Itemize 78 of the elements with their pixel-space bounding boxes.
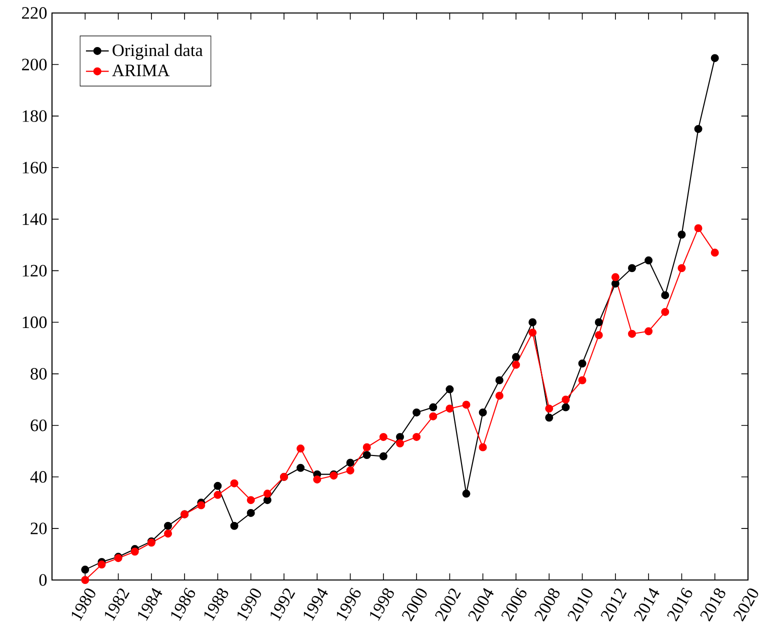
point	[678, 230, 686, 239]
point	[694, 224, 702, 232]
point	[164, 522, 172, 530]
point	[628, 330, 636, 338]
point	[263, 496, 272, 504]
point	[562, 396, 570, 404]
y-tick-label: 20	[30, 522, 47, 534]
point	[578, 359, 586, 368]
point	[98, 560, 106, 569]
point	[313, 475, 322, 484]
y-tick-label: 0	[39, 574, 47, 586]
point	[678, 264, 686, 272]
point	[429, 412, 438, 420]
point	[164, 530, 172, 538]
point	[528, 318, 537, 326]
point	[495, 392, 504, 400]
point	[694, 124, 702, 133]
point	[611, 280, 620, 288]
point	[462, 490, 470, 498]
point	[346, 458, 354, 467]
point	[495, 376, 504, 384]
point	[362, 450, 371, 459]
y-tick-label: 160	[22, 162, 47, 174]
point	[296, 444, 305, 453]
y-tick-label: 200	[22, 58, 47, 70]
point	[246, 508, 255, 517]
point	[246, 496, 255, 504]
y-tick-label: 80	[30, 368, 47, 380]
y-tick-label: 40	[30, 471, 47, 483]
point	[379, 432, 388, 441]
point	[562, 403, 570, 412]
point	[594, 331, 603, 340]
point	[545, 414, 554, 422]
point	[710, 54, 719, 62]
point	[710, 248, 719, 257]
legend-label: ARIMA	[112, 64, 170, 76]
point	[81, 566, 90, 574]
y-tick-label: 140	[22, 213, 47, 226]
point	[379, 452, 388, 460]
y-tick-label: 220	[22, 7, 47, 19]
point	[644, 327, 653, 336]
point	[512, 353, 520, 362]
legend-label: Original data	[112, 44, 203, 60]
point	[214, 490, 222, 499]
point	[628, 264, 636, 272]
point	[644, 256, 653, 264]
point	[197, 501, 206, 510]
point	[611, 273, 620, 282]
point	[512, 360, 520, 369]
point	[429, 403, 438, 412]
point	[214, 482, 222, 490]
point	[578, 376, 586, 384]
point	[263, 490, 272, 498]
y-tick-label: 120	[22, 264, 47, 277]
point	[362, 443, 371, 452]
point	[446, 385, 454, 394]
point	[528, 328, 537, 337]
point	[396, 432, 404, 441]
point	[462, 400, 470, 409]
point	[230, 479, 238, 488]
point	[396, 439, 404, 448]
point	[661, 308, 670, 316]
point	[346, 466, 354, 474]
point	[446, 404, 454, 413]
point	[81, 576, 90, 584]
point	[545, 404, 554, 413]
point	[478, 408, 487, 416]
point	[478, 443, 487, 452]
point	[230, 522, 238, 530]
y-tick-label: 100	[22, 316, 47, 328]
point	[130, 548, 139, 556]
point	[661, 291, 670, 300]
y-tick-label: 60	[30, 420, 47, 432]
point	[412, 408, 421, 416]
point	[594, 318, 603, 326]
point	[296, 464, 305, 472]
point	[412, 432, 421, 441]
y-tick-label: 180	[22, 110, 47, 122]
